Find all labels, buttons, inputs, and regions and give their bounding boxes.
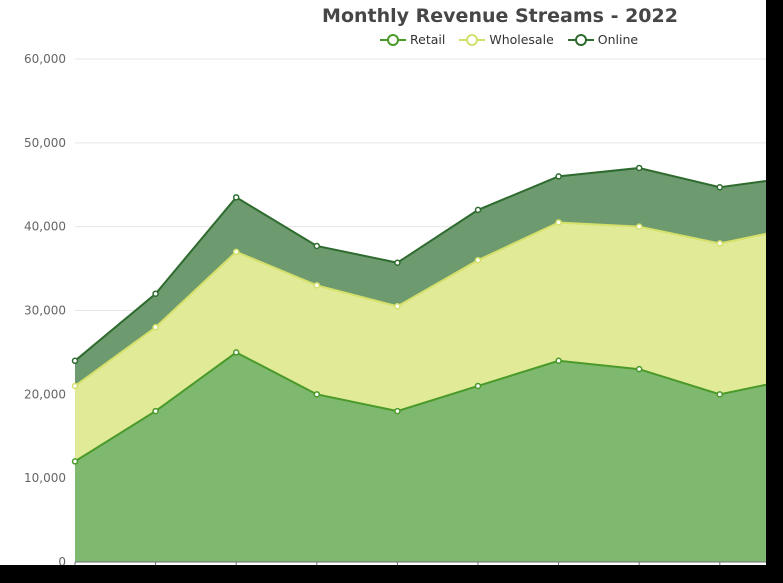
data-point [716,184,724,191]
legend-item-online[interactable]: Online [567,32,639,47]
data-point [394,303,401,310]
area-wholesale [75,222,766,462]
data-point [313,282,321,289]
data-point [474,382,482,390]
legend-symbol-online [567,33,594,46]
data-point [71,458,79,465]
chart-title: Monthly Revenue Streams - 2022 [322,5,678,27]
data-point [152,407,159,415]
data-point [635,164,643,172]
data-point [716,240,724,247]
legend-label-wholesale: Wholesale [489,32,554,47]
y-tick-label: 40,000 [24,220,66,234]
series-line-online [74,166,766,362]
legend-label-online: Online [597,32,639,47]
data-point [313,391,321,398]
y-tick-label: 60,000 [24,52,66,66]
y-tick-label: 30,000 [24,304,66,318]
data-point [394,259,401,266]
y-tick-label: 20,000 [24,387,66,401]
data-point [635,365,643,373]
data-point [635,223,643,230]
area-retail [75,352,766,562]
data-point [152,290,159,297]
series-line-retail [74,351,766,463]
data-point [555,173,562,180]
data-point [232,349,240,356]
legend-symbol-retail [380,33,406,46]
y-tick-label: 50,000 [24,136,66,150]
y-tick-label: 0 [58,555,66,565]
data-point [232,248,240,256]
data-point [555,357,562,365]
y-tick-label: 10,000 [24,471,66,485]
data-point [394,407,401,415]
data-point [474,206,482,214]
legend: Retail Wholesale Online [380,32,652,47]
plot-area: 0 10,000 20,000 30,000 40,000 50,000 60,000 [24,52,766,565]
area-online [75,167,766,386]
data-point [716,391,724,398]
legend-label-retail: Retail [410,32,446,47]
data-point [555,219,562,226]
data-point [152,324,159,331]
legend-item-wholesale[interactable]: Wholesale [459,32,554,47]
data-point [71,382,79,390]
legend-item-retail[interactable]: Retail [380,32,445,47]
data-point [313,242,321,250]
legend-symbol-wholesale [459,33,486,46]
data-point [474,256,482,264]
data-point [232,194,240,201]
series-line-wholesale [74,221,766,387]
data-point [71,357,79,365]
